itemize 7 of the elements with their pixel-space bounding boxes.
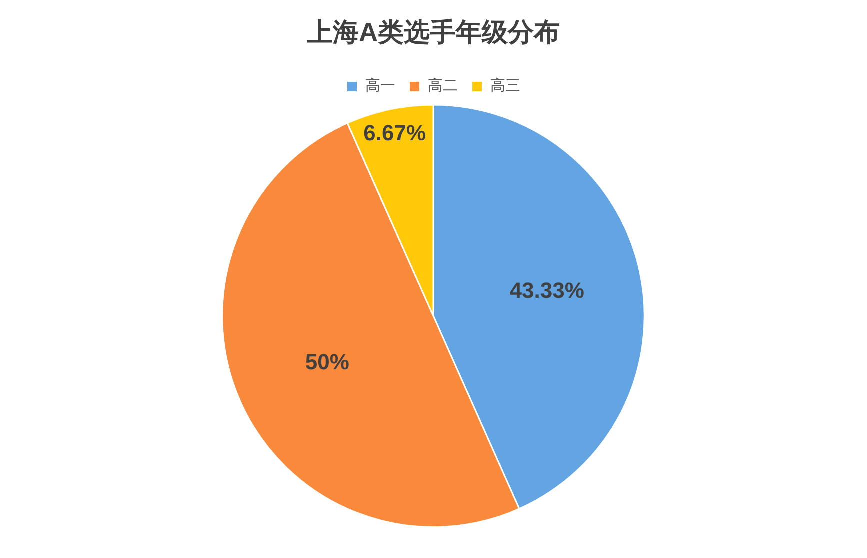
legend-label: 高一 xyxy=(365,76,396,95)
legend-label: 高三 xyxy=(490,76,520,95)
data-label: 43.33% xyxy=(510,278,584,304)
data-label: 50% xyxy=(305,349,350,374)
legend-label: 高二 xyxy=(428,76,458,95)
data-label: 6.67% xyxy=(364,120,426,146)
chart-title: 上海A类选手年级分布 xyxy=(306,16,560,47)
